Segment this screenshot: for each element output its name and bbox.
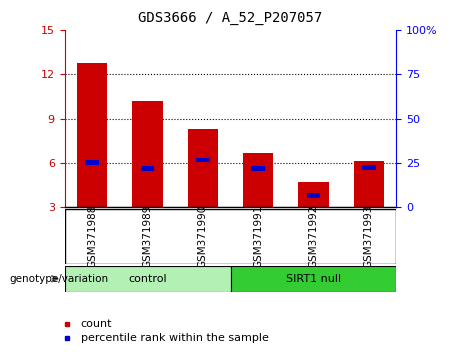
Text: GSM371993: GSM371993 xyxy=(364,205,374,268)
Bar xyxy=(298,182,329,207)
Text: GSM371990: GSM371990 xyxy=(198,205,208,268)
Text: GSM371991: GSM371991 xyxy=(253,205,263,268)
Bar xyxy=(251,166,265,171)
Bar xyxy=(307,193,320,198)
Bar xyxy=(188,129,218,207)
Bar xyxy=(230,266,396,292)
Bar xyxy=(354,161,384,207)
Text: GSM371989: GSM371989 xyxy=(142,205,153,268)
Bar xyxy=(65,209,396,264)
Bar xyxy=(243,153,273,207)
Bar xyxy=(85,160,99,165)
Text: percentile rank within the sample: percentile rank within the sample xyxy=(81,333,269,343)
Bar xyxy=(132,101,163,207)
Text: GSM371992: GSM371992 xyxy=(308,205,319,268)
Text: GDS3666 / A_52_P207057: GDS3666 / A_52_P207057 xyxy=(138,11,323,25)
Text: SIRT1 null: SIRT1 null xyxy=(286,274,341,284)
Bar xyxy=(77,63,107,207)
Text: GSM371988: GSM371988 xyxy=(87,205,97,268)
Bar xyxy=(362,165,376,170)
Bar xyxy=(196,158,210,162)
Bar xyxy=(141,166,154,171)
Bar xyxy=(65,266,230,292)
Text: control: control xyxy=(128,274,167,284)
Text: count: count xyxy=(81,319,112,329)
Text: genotype/variation: genotype/variation xyxy=(9,274,108,284)
